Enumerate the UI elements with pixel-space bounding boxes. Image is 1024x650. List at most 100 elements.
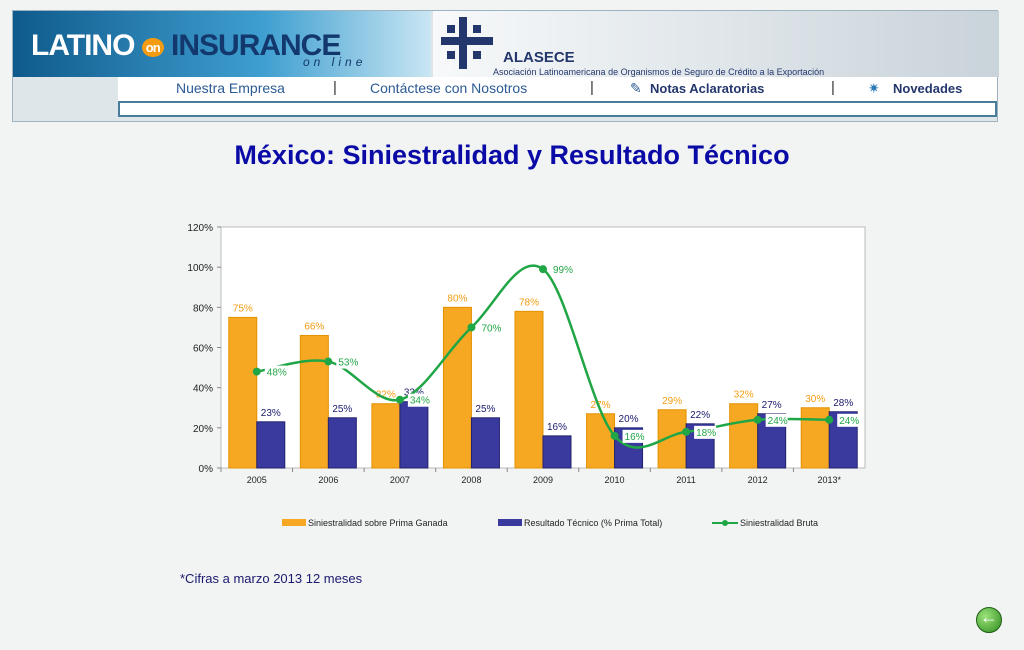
data-label-bg: [837, 413, 860, 427]
y-tick-label: 20%: [193, 424, 213, 435]
data-label-siniestralidad-bruta: 99%: [553, 265, 573, 276]
point-siniestralidad-bruta: [682, 427, 691, 436]
data-label-siniestralidad-bruta: 48%: [267, 368, 287, 379]
bar-siniestralidad-prima: [228, 316, 258, 469]
x-tick-label: 2013*: [817, 475, 841, 485]
x-tick-label: 2012: [748, 475, 768, 485]
logo-on-text: on: [141, 37, 164, 57]
y-tick-label: 80%: [193, 303, 213, 314]
point-siniestralidad-bruta: [825, 415, 834, 424]
bar-siniestralidad-prima: [586, 413, 616, 469]
bar-resultado-tecnico: [542, 435, 572, 469]
legend-marker-siniestralidad-bruta: [722, 520, 728, 526]
nav-separator: |: [831, 79, 835, 96]
data-label-siniestralidad-prima: 27%: [591, 400, 611, 411]
page-title: México: Siniestralidad y Resultado Técni…: [234, 140, 790, 170]
x-tick-label: 2010: [605, 475, 625, 485]
data-label-resultado-tecnico: 22%: [690, 410, 710, 421]
data-label-bg: [622, 429, 645, 443]
data-label-bg: [264, 365, 287, 379]
nav-contactese[interactable]: Contáctese con Nosotros: [370, 80, 528, 96]
nav-nuestra-empresa[interactable]: Nuestra Empresa: [176, 80, 285, 96]
logo-subtitle: on line: [303, 55, 367, 69]
bar-siniestralidad-prima: [800, 407, 830, 469]
data-label-bg: [551, 263, 573, 277]
data-label-bg: [694, 425, 717, 439]
legend-label-siniestralidad-bruta: Siniestralidad Bruta: [740, 518, 818, 528]
x-tick-label: 2005: [247, 475, 267, 485]
nav-separator: |: [333, 79, 337, 96]
data-label-bg: [765, 413, 788, 427]
data-label-resultado-tecnico: 25%: [332, 404, 352, 415]
footnote: *Cifras a marzo 2013 12 meses: [180, 571, 363, 586]
data-label-bg: [407, 393, 430, 407]
data-label-siniestralidad-bruta: 70%: [481, 323, 501, 334]
data-label-resultado-tecnico: 27%: [762, 400, 782, 411]
star-icon: ✷: [868, 80, 880, 96]
data-label-resultado-tecnico: 16%: [547, 422, 567, 433]
data-label-bg: [336, 355, 359, 369]
logo-wordmark: LATINO on INSURANCE: [31, 29, 341, 63]
logo-insurance-text: INSURANCE: [171, 29, 341, 62]
latino-insurance-logo[interactable]: LATINO on INSURANCE on line: [13, 11, 431, 77]
point-siniestralidad-bruta: [539, 265, 547, 274]
legend-label-siniestralidad-prima: Siniestralidad sobre Prima Ganada: [308, 518, 448, 528]
nav-notas-aclaratorias[interactable]: Notas Aclaratorias: [650, 81, 765, 96]
data-label-siniestralidad-prima: 32%: [734, 390, 754, 401]
y-tick-label: 40%: [193, 384, 213, 395]
point-siniestralidad-bruta: [324, 357, 333, 366]
bar-resultado-tecnico: [327, 417, 357, 469]
data-label-siniestralidad-bruta: 24%: [768, 416, 788, 427]
x-tick-label: 2006: [318, 475, 338, 485]
point-siniestralidad-bruta: [252, 367, 261, 376]
bar-siniestralidad-prima: [514, 310, 544, 469]
y-tick-label: 0%: [199, 464, 214, 475]
x-tick-label: 2011: [676, 475, 695, 485]
bar-siniestralidad-prima: [371, 403, 401, 469]
data-label-siniestralidad-prima: 32%: [376, 390, 396, 401]
data-label-siniestralidad-bruta: 16%: [625, 432, 645, 443]
bar-resultado-tecnico: [399, 401, 429, 469]
data-label-resultado-tecnico: 23%: [261, 408, 281, 419]
data-label-siniestralidad-prima: 75%: [233, 303, 253, 314]
data-label-resultado-tecnico: 25%: [475, 404, 495, 415]
data-label-siniestralidad-prima: 66%: [304, 321, 324, 332]
bar-siniestralidad-prima: [729, 403, 759, 469]
bar-resultado-tecnico: [470, 417, 500, 469]
legend-swatch-resultado-tecnico: [498, 519, 522, 526]
y-tick-label: 120%: [187, 223, 213, 234]
bar-resultado-tecnico: [256, 421, 286, 469]
data-label-siniestralidad-bruta: 34%: [410, 396, 430, 407]
y-tick-label: 100%: [187, 263, 213, 274]
notes-icon: ✎: [630, 80, 642, 96]
data-label-siniestralidad-bruta: 24%: [839, 416, 859, 427]
legend-label-resultado-tecnico: Resultado Técnico (% Prima Total): [524, 518, 662, 528]
point-siniestralidad-bruta: [610, 431, 619, 440]
top-nav: Nuestra Empresa | Contáctese con Nosotro…: [118, 77, 997, 102]
data-label-bg: [479, 321, 502, 335]
data-label-siniestralidad-prima: 30%: [805, 394, 825, 405]
site-banner: LATINO on INSURANCE on line ALASECE Asoc…: [12, 10, 999, 122]
banner-strip: [118, 101, 997, 117]
bar-siniestralidad-prima: [442, 306, 472, 469]
y-tick-label: 60%: [193, 344, 213, 355]
data-label-resultado-tecnico: 28%: [833, 398, 853, 409]
data-label-siniestralidad-bruta: 18%: [696, 428, 716, 439]
nav-novedades[interactable]: Novedades: [893, 81, 963, 96]
data-label-siniestralidad-prima: 80%: [447, 293, 467, 304]
data-label-siniestralidad-bruta: 53%: [338, 358, 358, 369]
back-arrow-button[interactable]: [976, 607, 1002, 633]
alasece-name: ALASECE: [503, 49, 575, 66]
x-tick-label: 2007: [390, 475, 410, 485]
data-label-resultado-tecnico: 20%: [619, 414, 639, 425]
nav-separator: |: [590, 79, 594, 96]
alasece-header: ALASECE Asociación Latinoamericana de Or…: [433, 11, 999, 77]
x-tick-label: 2009: [533, 475, 553, 485]
logo-main-text: LATINO: [31, 29, 135, 62]
alasece-logo-icon: [441, 17, 493, 69]
bar-siniestralidad-prima: [299, 334, 329, 469]
point-siniestralidad-bruta: [467, 323, 476, 332]
legend-swatch-siniestralidad-prima: [282, 519, 306, 526]
point-siniestralidad-bruta: [395, 395, 404, 404]
